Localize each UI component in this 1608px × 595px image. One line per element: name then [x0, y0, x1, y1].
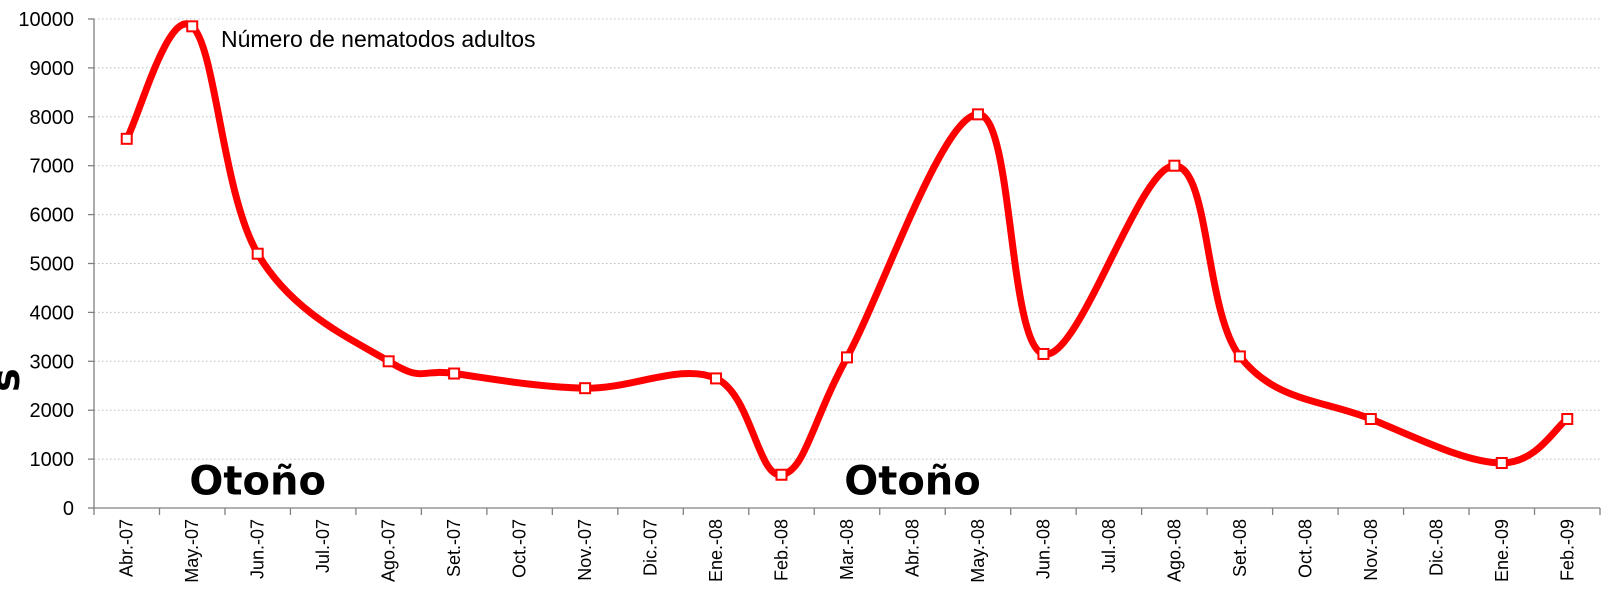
x-tick-label: Abr.-07 [117, 519, 137, 577]
y-tick-label: 6000 [30, 205, 75, 227]
x-tick-label: May.-08 [968, 519, 988, 583]
x-tick-label: Set.-07 [444, 519, 464, 577]
data-point-marker [1168, 159, 1181, 172]
y-tick-label: 8000 [30, 107, 75, 129]
x-tick-label: Jun.-07 [248, 519, 268, 579]
data-point-marker [1233, 350, 1246, 363]
y-tick-label: 9000 [30, 58, 75, 80]
x-tick-label: Ene.-08 [706, 519, 726, 582]
data-point-marker [710, 372, 723, 385]
x-tick-label: Oct.-07 [510, 519, 530, 578]
data-point-marker [382, 355, 395, 368]
data-point-marker [448, 367, 461, 380]
y-tick-label: 4000 [30, 302, 75, 324]
season-annotation: Otoño [189, 459, 326, 505]
y-tick-labels: 0 1000 2000 3000 4000 5000 6000 7000 8000 9000 100… [18, 9, 94, 520]
data-point-marker [579, 382, 592, 395]
data-point-marker [186, 20, 199, 33]
x-tick-label: Ene.-09 [1492, 519, 1512, 582]
y-tick-label: 1000 [30, 449, 75, 471]
x-tick-label: May.-07 [182, 519, 202, 583]
x-tick-label: Ago.-08 [1164, 519, 1184, 582]
x-tick-label: Nov.-07 [575, 519, 595, 581]
data-point-marker [1037, 347, 1050, 360]
y-tick-label: 10000 [18, 9, 74, 31]
y-tick-label: 7000 [30, 156, 75, 178]
grid-lines [94, 18, 1600, 460]
x-tick-label: Dic.-07 [641, 519, 661, 576]
y-tick-label: 5000 [30, 254, 75, 276]
legend-series-label: Número de nematodos adultos [221, 26, 536, 52]
data-point-marker [971, 108, 984, 121]
data-point-marker [1495, 457, 1508, 470]
x-tick-labels: Abr.-07 May.-07 Jun.-07 Jul.-07 Ago.-07 Set.-… [93, 508, 1601, 583]
y-tick-label: 0 [63, 498, 74, 520]
x-tick-label: Jul.-07 [313, 519, 333, 573]
x-tick-label: Abr.-08 [902, 519, 922, 577]
x-tick-label: Dic.-08 [1426, 519, 1446, 576]
x-tick-label: Jul.-08 [1099, 519, 1119, 573]
y-tick-label: 2000 [30, 400, 75, 422]
x-tick-label: Nov.-08 [1361, 519, 1381, 581]
x-tick-label: Set.-08 [1230, 519, 1250, 577]
data-point-marker [1364, 413, 1377, 426]
season-annotation: Otoño [844, 459, 981, 505]
y-axis-label-fragment: s [0, 368, 29, 392]
data-point-marker [775, 468, 788, 481]
x-tick-label: Feb.-08 [772, 519, 792, 581]
data-point-marker [251, 247, 264, 260]
x-tick-label: Ago.-07 [379, 519, 399, 582]
y-tick-label: 3000 [30, 351, 75, 373]
data-point-marker [841, 351, 853, 364]
data-point-marker [120, 132, 133, 145]
x-tick-label: Oct.-08 [1295, 519, 1315, 578]
annotations: Otoño Otoño [189, 459, 980, 505]
series-line [123, 20, 1571, 479]
x-tick-label: Feb.-09 [1557, 519, 1577, 581]
series-layer [120, 20, 1574, 481]
x-tick-label: Jun.-08 [1033, 519, 1053, 579]
data-point-marker [1561, 413, 1574, 426]
x-tick-label: Mar.-08 [837, 519, 857, 580]
